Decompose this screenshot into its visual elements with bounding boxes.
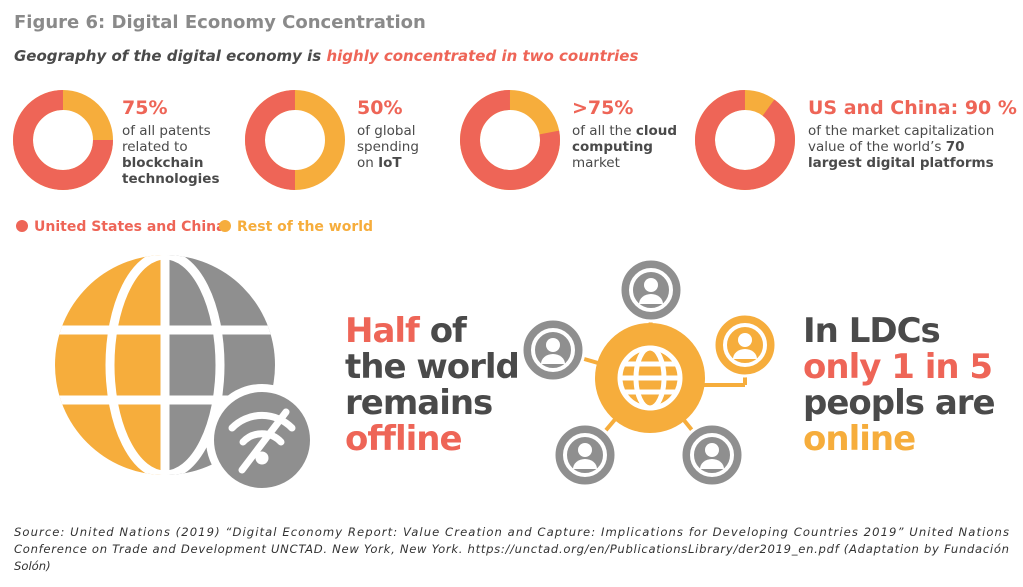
legend-label: Rest of the world <box>237 219 373 235</box>
text-run: computing <box>572 139 653 155</box>
statement-run: In LDCs <box>803 311 940 351</box>
person-ring <box>723 323 767 367</box>
donut-text: blockchain <box>122 155 204 171</box>
text-run: IoT <box>378 155 402 171</box>
donut-text: market <box>572 155 620 171</box>
text-run: of the market capitalization <box>808 123 994 139</box>
statement-line: peopls are <box>803 383 995 423</box>
person-head <box>705 443 719 457</box>
legend-swatch <box>219 220 231 232</box>
donut-text: of the market capitalization <box>808 123 994 139</box>
text-run: value of the world’s <box>808 139 946 155</box>
text-run: on <box>357 155 378 171</box>
text-run: 70 <box>946 139 965 155</box>
title: Figure 6: Digital Economy Concentration <box>14 12 426 33</box>
donut-text: of all patents <box>122 123 211 139</box>
person-icon <box>520 317 586 383</box>
legend-swatch <box>16 220 28 232</box>
person-icon <box>618 257 684 323</box>
donut-text: technologies <box>122 171 220 187</box>
subtitle-part: Geography of the digital economy is <box>14 47 326 65</box>
source-line: Source: United Nations (2019) “Digital E… <box>14 525 1009 539</box>
person-body <box>639 294 663 304</box>
donut-share <box>695 90 795 190</box>
hub-globe <box>617 345 683 411</box>
person-body <box>733 349 757 359</box>
text-run: of global <box>357 123 415 139</box>
statement-line: the world <box>345 347 519 387</box>
statement-line: remains <box>345 383 492 423</box>
donut-text: largest digital platforms <box>808 155 994 171</box>
source-line: Conference on Trade and Development UNCT… <box>14 542 1009 556</box>
text-run: cloud <box>636 123 677 139</box>
person-ring <box>531 328 575 372</box>
person-ring <box>690 433 734 477</box>
person-head <box>738 333 752 347</box>
text-run: blockchain <box>122 155 204 171</box>
text-run: related to <box>122 139 188 155</box>
person-head <box>644 278 658 292</box>
donut-share <box>13 90 113 190</box>
text-run: market <box>572 155 620 171</box>
source-line: Solón) <box>14 559 51 573</box>
statement-run: peopls are <box>803 383 995 423</box>
person-icon <box>552 422 618 488</box>
statement-line: Half of <box>345 311 468 351</box>
donut-text: of all the cloud <box>572 123 677 139</box>
statement-run: of <box>419 311 468 351</box>
person-body <box>700 459 724 469</box>
statement-line: offline <box>345 419 462 459</box>
donut-text: computing <box>572 139 653 155</box>
statement-run: Half <box>345 311 421 351</box>
wifi-off-icon <box>228 408 296 474</box>
statement-run: remains <box>345 383 492 423</box>
statement-run: offline <box>345 419 462 459</box>
statement-run: the world <box>345 347 519 387</box>
donut-headline: 50% <box>357 97 402 119</box>
donut-text: spending <box>357 139 419 155</box>
person-body <box>573 459 597 469</box>
statement-line: In LDCs <box>803 311 940 351</box>
statement-run: online <box>803 419 915 459</box>
person-icon <box>712 312 778 378</box>
text-run: of all the <box>572 123 636 139</box>
person-ring <box>563 433 607 477</box>
statement-line: only 1 in 5 <box>803 347 992 387</box>
text-run: technologies <box>122 171 220 187</box>
subtitle: Geography of the digital economy is high… <box>14 47 638 65</box>
donut-headline: US and China: 90 % <box>808 97 1017 119</box>
donut-text: on IoT <box>357 155 402 171</box>
text-run: spending <box>357 139 419 155</box>
statement-line: online <box>803 419 915 459</box>
legend-label: United States and China <box>34 219 226 235</box>
text-run: largest digital platforms <box>808 155 994 171</box>
donut-text: value of the world’s 70 <box>808 139 965 155</box>
person-head <box>578 443 592 457</box>
person-head <box>546 338 560 352</box>
donut-text: of global <box>357 123 415 139</box>
statement-run: only 1 in 5 <box>803 347 992 387</box>
person-icon <box>679 422 745 488</box>
donut-share <box>245 90 296 190</box>
subtitle-part: highly concentrated in two countries <box>326 47 638 65</box>
donut-headline: 75% <box>122 97 167 119</box>
person-body <box>541 354 565 364</box>
donut-headline: >75% <box>572 97 633 119</box>
text-run: of all patents <box>122 123 211 139</box>
donut-text: related to <box>122 139 188 155</box>
donut-share <box>460 90 560 190</box>
person-ring <box>629 268 673 312</box>
